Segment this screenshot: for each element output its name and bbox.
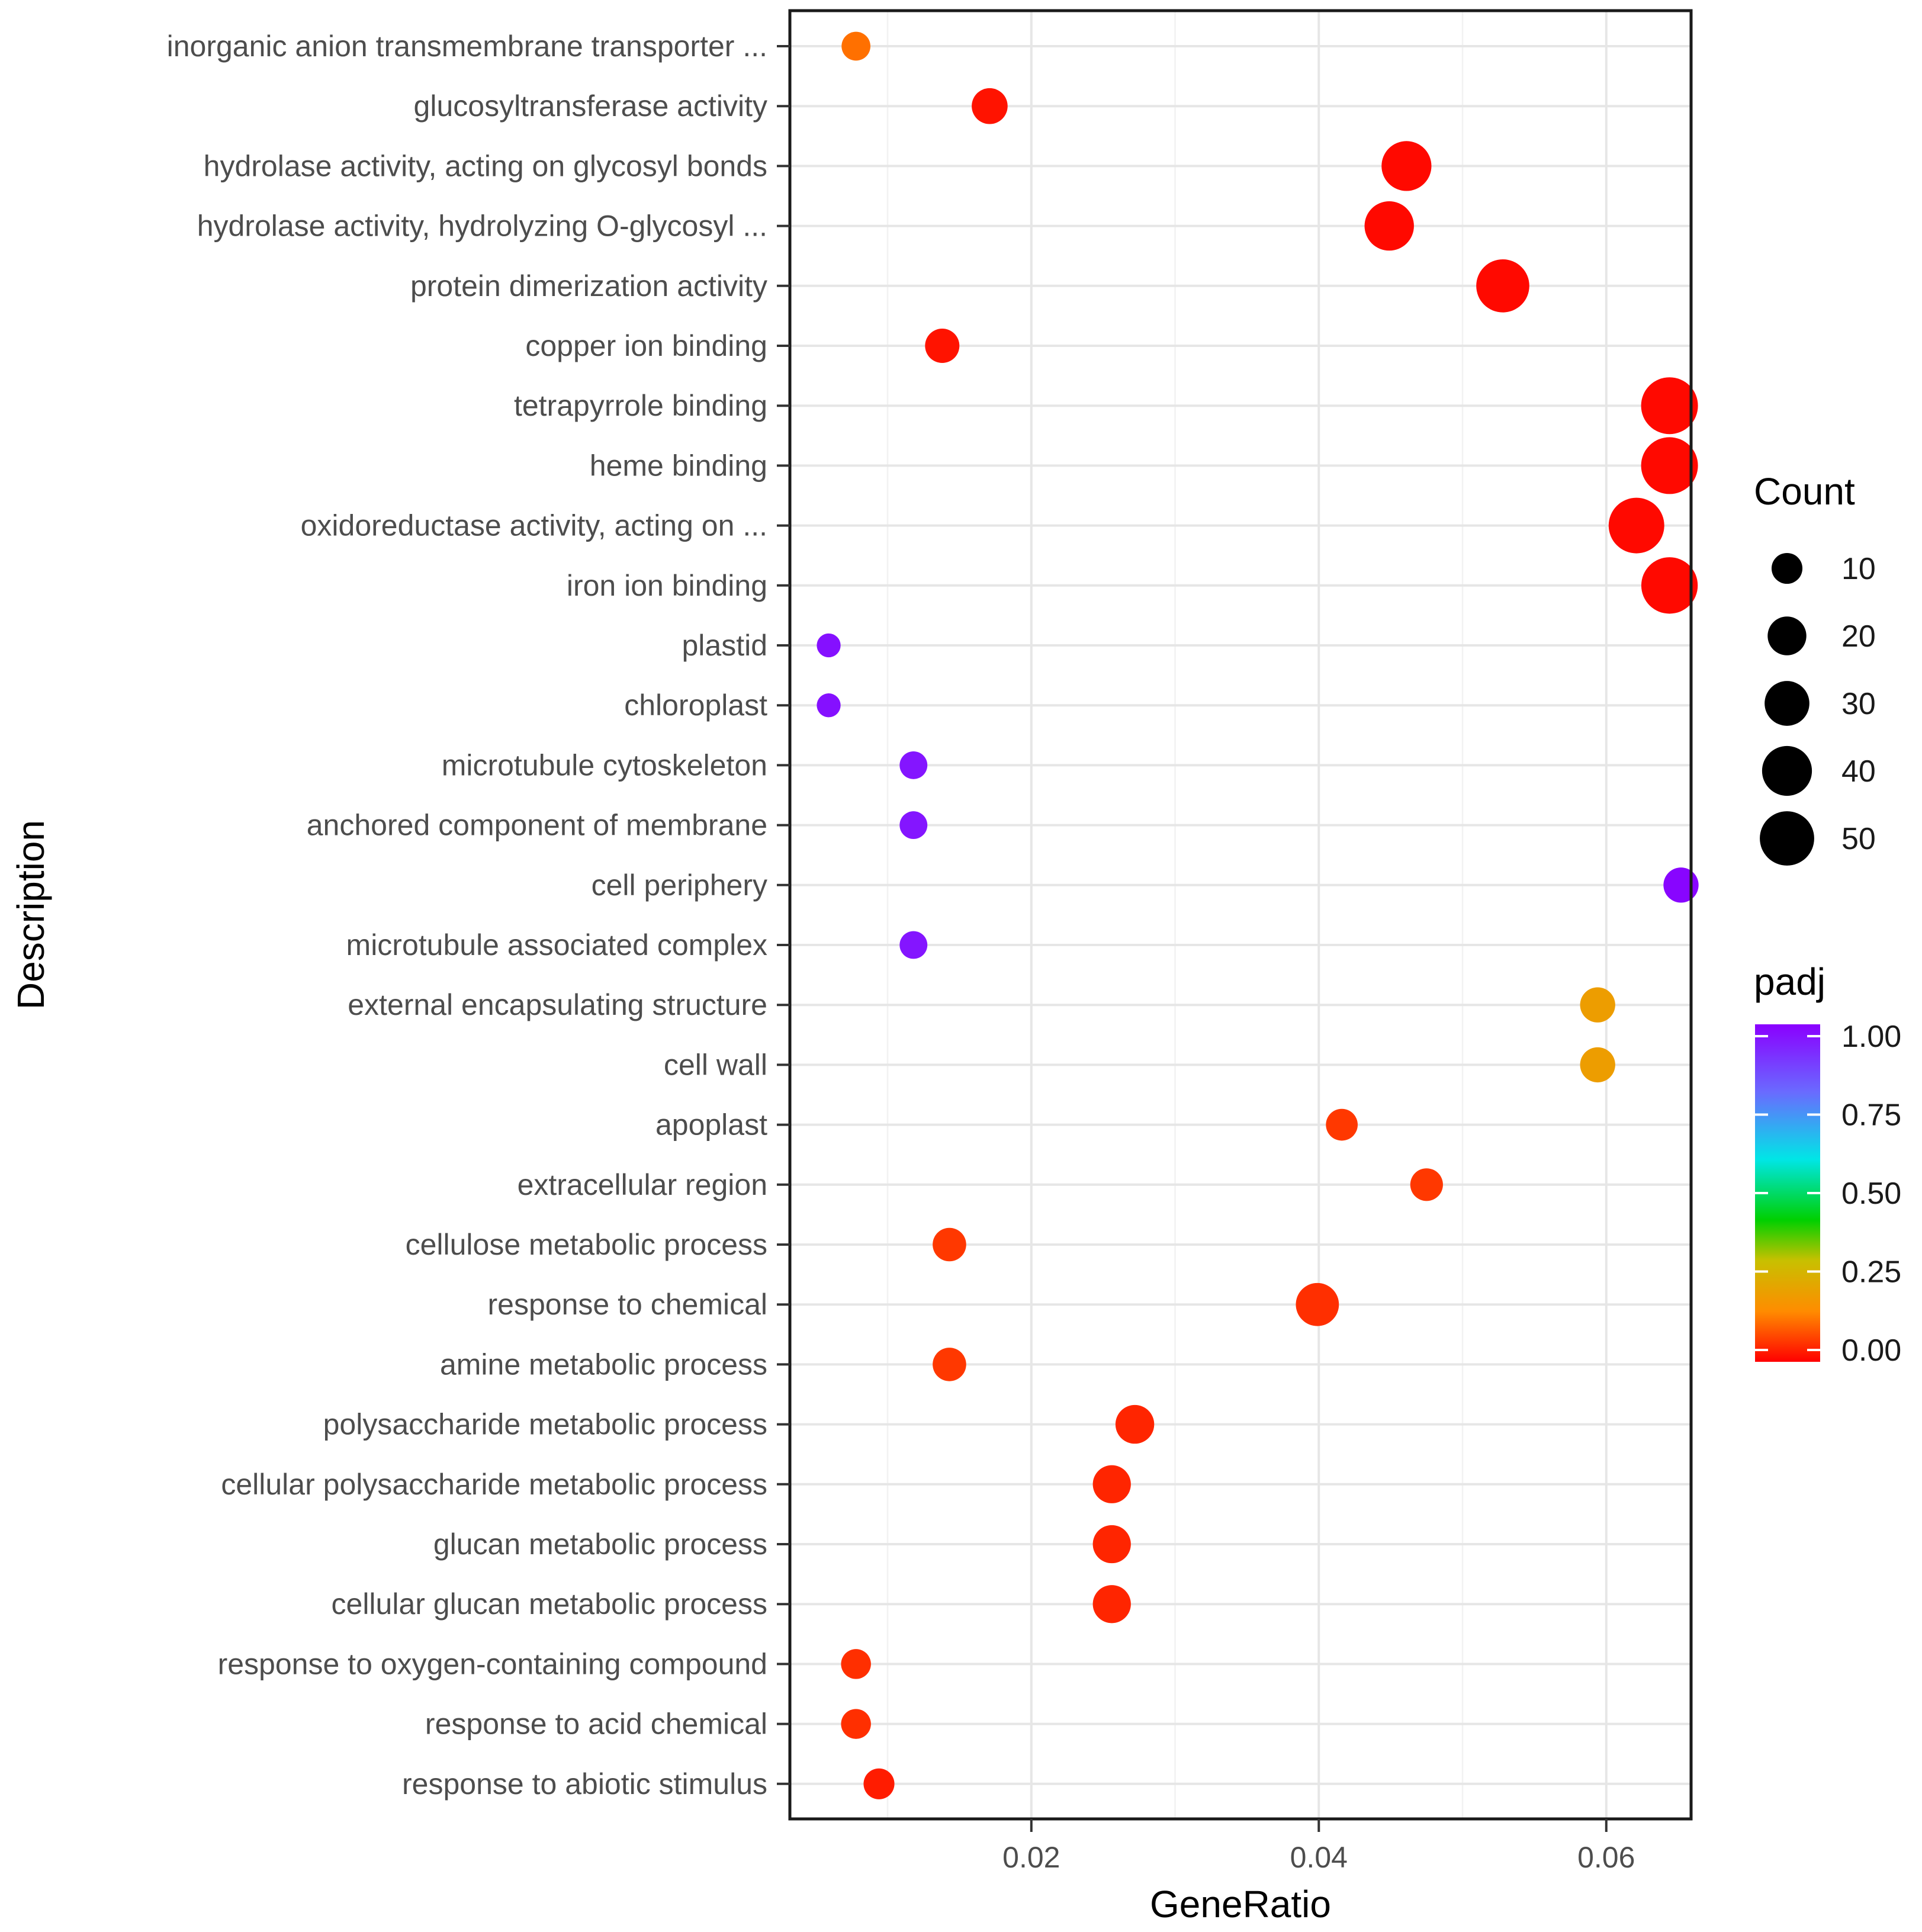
- data-point: [933, 1227, 966, 1262]
- y-tick-label: glucan metabolic process: [433, 1528, 767, 1561]
- count-legend-label: 50: [1841, 822, 1876, 856]
- y-tick-label: cell wall: [664, 1048, 767, 1081]
- y-tick-label: oxidoreductase activity, acting on ...: [301, 509, 767, 542]
- y-tick-label: response to oxygen-containing compound: [218, 1647, 767, 1680]
- data-point: [1115, 1404, 1155, 1444]
- data-point: [1410, 1168, 1443, 1201]
- count-legend-label: 40: [1841, 754, 1876, 789]
- data-point: [863, 1768, 895, 1799]
- data-point: [817, 693, 841, 718]
- y-tick-label: protein dimerization activity: [410, 269, 767, 303]
- x-axis: 0.02 0.04 0.06: [1002, 1819, 1635, 1874]
- count-legend-title: Count: [1754, 470, 1855, 513]
- data-point: [1641, 377, 1698, 435]
- data-point: [1296, 1282, 1339, 1326]
- data-point: [1580, 987, 1615, 1023]
- data-point: [1641, 557, 1698, 614]
- y-tick-label: apoplast: [655, 1108, 767, 1142]
- data-point: [899, 931, 928, 959]
- count-legend-key: [1771, 552, 1803, 584]
- colorbar-label: 1.00: [1841, 1020, 1901, 1054]
- data-point: [841, 31, 871, 61]
- y-tick-label: cellular polysaccharide metabolic proces…: [221, 1468, 767, 1501]
- y-tick-label: chloroplast: [624, 689, 767, 722]
- x-axis-title: GeneRatio: [1150, 1883, 1331, 1925]
- data-point: [1663, 867, 1699, 903]
- y-tick-label: extracellular region: [518, 1168, 767, 1201]
- y-tick-label: response to chemical: [488, 1288, 767, 1321]
- y-tick-label: heme binding: [590, 449, 767, 482]
- data-point: [1641, 437, 1698, 494]
- count-legend-label: 30: [1841, 687, 1876, 721]
- data-point: [899, 811, 928, 840]
- count-legend-label: 20: [1841, 619, 1876, 654]
- y-tick-label: anchored component of membrane: [307, 809, 767, 842]
- count-legend: Count 10 20 30 40 50: [1754, 470, 1876, 866]
- y-tick-label: microtubule cytoskeleton: [442, 748, 767, 782]
- colorbar-label: 0.50: [1841, 1176, 1901, 1211]
- count-legend-key: [1760, 811, 1814, 866]
- count-legend-key: [1762, 745, 1812, 796]
- count-legend-key: [1767, 616, 1807, 655]
- y-tick-label: polysaccharide metabolic process: [323, 1408, 767, 1441]
- data-point: [1326, 1108, 1358, 1141]
- x-tick-label: 0.06: [1577, 1841, 1635, 1874]
- data-point: [841, 1709, 871, 1739]
- data-point: [1381, 141, 1432, 191]
- padj-legend: padj 1.00 0.75 0.50 0.25 0.00: [1754, 960, 1901, 1368]
- y-axis-title: Description: [9, 820, 52, 1010]
- data-point: [899, 751, 928, 779]
- count-legend-label: 10: [1841, 552, 1876, 586]
- y-tick-label: glucosyltransferase activity: [414, 89, 767, 123]
- data-point: [817, 633, 841, 658]
- y-tick-label: response to acid chemical: [425, 1708, 767, 1741]
- colorbar-label: 0.75: [1841, 1098, 1901, 1133]
- data-point: [1364, 201, 1414, 251]
- data-point: [841, 1649, 871, 1679]
- data-point: [1580, 1047, 1615, 1083]
- data-point: [1608, 497, 1664, 554]
- y-tick-label: cellulose metabolic process: [406, 1228, 767, 1261]
- colorbar-label: 0.25: [1841, 1255, 1901, 1290]
- padj-legend-title: padj: [1754, 960, 1825, 1003]
- data-point: [1092, 1465, 1131, 1503]
- y-tick-label: hydrolase activity, hydrolyzing O-glycos…: [197, 210, 767, 243]
- y-tick-label: response to abiotic stimulus: [402, 1767, 767, 1801]
- count-legend-key: [1764, 681, 1809, 726]
- y-tick-label: microtubule associated complex: [346, 928, 767, 962]
- data-point: [933, 1348, 966, 1381]
- y-tick-label: copper ion binding: [525, 329, 767, 362]
- plot-panel-border: [788, 9, 1693, 1821]
- y-tick-label: hydrolase activity, acting on glycosyl b…: [204, 149, 767, 182]
- data-point: [925, 329, 960, 363]
- x-tick-label: 0.02: [1002, 1841, 1060, 1874]
- y-tick-label: amine metabolic process: [440, 1348, 767, 1381]
- y-tick-label: plastid: [682, 629, 767, 662]
- data-point: [972, 88, 1008, 124]
- y-tick-label: cell periphery: [592, 869, 767, 902]
- y-tick-label: external encapsulating structure: [348, 988, 767, 1021]
- data-point: [1476, 259, 1529, 313]
- x-tick-label: 0.04: [1290, 1841, 1348, 1874]
- y-axis-labels: inorganic anion transmembrane transporte…: [167, 30, 790, 1801]
- y-tick-label: inorganic anion transmembrane transporte…: [167, 30, 767, 63]
- y-tick-label: iron ion binding: [567, 569, 767, 602]
- y-tick-label: tetrapyrrole binding: [514, 389, 767, 422]
- y-tick-label: cellular glucan metabolic process: [332, 1587, 767, 1621]
- colorbar-label: 0.00: [1841, 1333, 1901, 1368]
- data-point: [1092, 1525, 1131, 1564]
- data-point: [1092, 1585, 1131, 1624]
